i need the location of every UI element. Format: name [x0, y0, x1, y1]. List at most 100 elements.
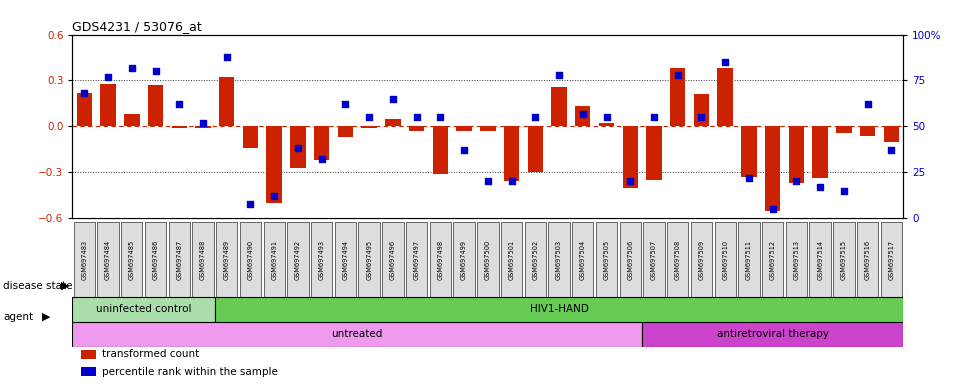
FancyBboxPatch shape — [738, 222, 759, 297]
FancyBboxPatch shape — [264, 222, 285, 297]
Point — [76, 90, 92, 96]
FancyBboxPatch shape — [810, 222, 831, 297]
Bar — [433, 126, 448, 174]
Text: GSM697490: GSM697490 — [247, 240, 253, 280]
FancyBboxPatch shape — [358, 222, 380, 297]
Point — [504, 179, 520, 185]
FancyBboxPatch shape — [715, 222, 736, 297]
Bar — [527, 126, 543, 172]
FancyBboxPatch shape — [596, 222, 617, 297]
Point — [860, 101, 875, 108]
Text: GSM697495: GSM697495 — [366, 240, 372, 280]
Text: agent: agent — [3, 312, 33, 322]
Bar — [646, 126, 662, 180]
Point — [124, 65, 139, 71]
Point — [575, 111, 590, 117]
Text: GSM697514: GSM697514 — [817, 240, 823, 280]
Point — [480, 179, 496, 185]
Bar — [172, 126, 187, 128]
FancyBboxPatch shape — [121, 222, 142, 297]
Bar — [788, 126, 804, 183]
Bar — [670, 68, 686, 126]
FancyBboxPatch shape — [72, 322, 642, 347]
FancyBboxPatch shape — [762, 222, 783, 297]
Point — [765, 206, 781, 212]
Bar — [409, 126, 424, 131]
Text: GSM697502: GSM697502 — [532, 240, 538, 280]
FancyBboxPatch shape — [668, 222, 689, 297]
FancyBboxPatch shape — [430, 222, 451, 297]
Text: GSM697511: GSM697511 — [746, 240, 752, 280]
Point — [718, 59, 733, 65]
Bar — [148, 85, 163, 126]
Text: percentile rank within the sample: percentile rank within the sample — [101, 367, 277, 377]
Bar — [552, 87, 567, 126]
Text: GSM697487: GSM697487 — [176, 240, 183, 280]
Bar — [480, 126, 496, 131]
Point — [433, 114, 448, 120]
Point — [552, 72, 567, 78]
Bar — [314, 126, 329, 160]
FancyBboxPatch shape — [643, 222, 665, 297]
Point — [599, 114, 614, 120]
Text: GSM697492: GSM697492 — [295, 240, 301, 280]
Point — [694, 114, 709, 120]
FancyBboxPatch shape — [453, 222, 474, 297]
Point — [361, 114, 377, 120]
Text: GSM697491: GSM697491 — [271, 240, 277, 280]
Bar — [267, 126, 282, 203]
Bar — [741, 126, 756, 177]
FancyBboxPatch shape — [881, 222, 902, 297]
Text: GSM697493: GSM697493 — [319, 240, 325, 280]
FancyBboxPatch shape — [549, 222, 570, 297]
Text: GSM697500: GSM697500 — [485, 240, 491, 280]
Text: GSM697508: GSM697508 — [674, 240, 681, 280]
FancyBboxPatch shape — [145, 222, 166, 297]
Point — [314, 156, 329, 162]
Text: ▶: ▶ — [61, 281, 70, 291]
Text: HIV1-HAND: HIV1-HAND — [529, 305, 588, 314]
Point — [242, 200, 258, 207]
Point — [788, 179, 804, 185]
FancyBboxPatch shape — [691, 222, 712, 297]
Text: GSM697489: GSM697489 — [224, 240, 230, 280]
Bar — [860, 126, 875, 136]
Text: GSM697505: GSM697505 — [604, 240, 610, 280]
Text: GSM697512: GSM697512 — [770, 240, 776, 280]
Text: ▶: ▶ — [42, 312, 50, 322]
Point — [884, 147, 899, 153]
Bar — [622, 126, 638, 188]
Text: GSM697517: GSM697517 — [889, 240, 895, 280]
Point — [195, 120, 211, 126]
FancyBboxPatch shape — [287, 222, 308, 297]
Point — [646, 114, 662, 120]
FancyBboxPatch shape — [169, 222, 190, 297]
Text: GSM697488: GSM697488 — [200, 240, 206, 280]
Bar — [884, 126, 899, 142]
Bar — [694, 94, 709, 126]
Text: uninfected control: uninfected control — [96, 305, 191, 314]
Bar — [812, 126, 828, 179]
Text: GSM697516: GSM697516 — [865, 240, 870, 280]
Point — [741, 175, 756, 181]
Bar — [76, 93, 92, 126]
Text: GSM697501: GSM697501 — [508, 240, 515, 280]
Point — [148, 68, 163, 74]
Point — [172, 101, 187, 108]
Text: GSM697484: GSM697484 — [105, 240, 111, 280]
Text: GSM697486: GSM697486 — [153, 240, 158, 280]
FancyBboxPatch shape — [192, 222, 213, 297]
Text: GSM697506: GSM697506 — [627, 240, 634, 280]
Bar — [385, 119, 401, 126]
Point — [100, 74, 116, 80]
Bar — [765, 126, 781, 210]
Text: GDS4231 / 53076_at: GDS4231 / 53076_at — [72, 20, 202, 33]
Text: GSM697496: GSM697496 — [390, 240, 396, 280]
FancyBboxPatch shape — [619, 222, 640, 297]
Text: GSM697497: GSM697497 — [413, 240, 419, 280]
FancyBboxPatch shape — [216, 222, 238, 297]
Text: GSM697507: GSM697507 — [651, 240, 657, 280]
Bar — [124, 114, 139, 126]
Text: GSM697509: GSM697509 — [698, 240, 704, 280]
Bar — [219, 78, 235, 126]
